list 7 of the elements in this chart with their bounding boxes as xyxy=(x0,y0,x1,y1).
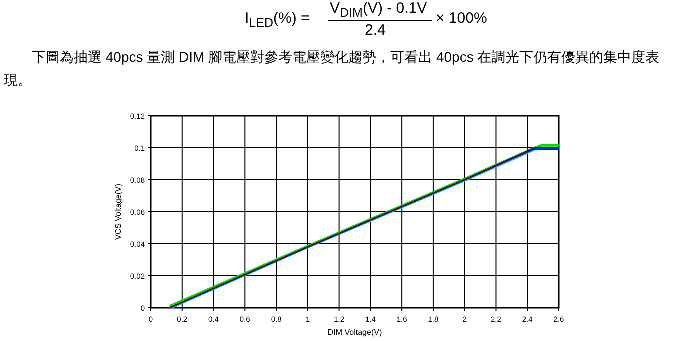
y-axis-title: VCS Voltage(V) xyxy=(114,184,123,240)
x-axis-title: DIM Voltage(V) xyxy=(328,328,382,337)
text: I$_{LED}$(%) = xyxy=(245,10,310,30)
text: × 100% xyxy=(436,10,488,27)
text: V$_{DIM}$(V) - 0.1V xyxy=(330,0,428,20)
text: 2.4 xyxy=(365,22,386,39)
text: 下圖為抽選 40pcs 量測 DIM 腳電壓對參考電壓變化趨勢，可看出 40pcs 在調光下仍有優異的集中度表現。 xyxy=(4,48,661,90)
